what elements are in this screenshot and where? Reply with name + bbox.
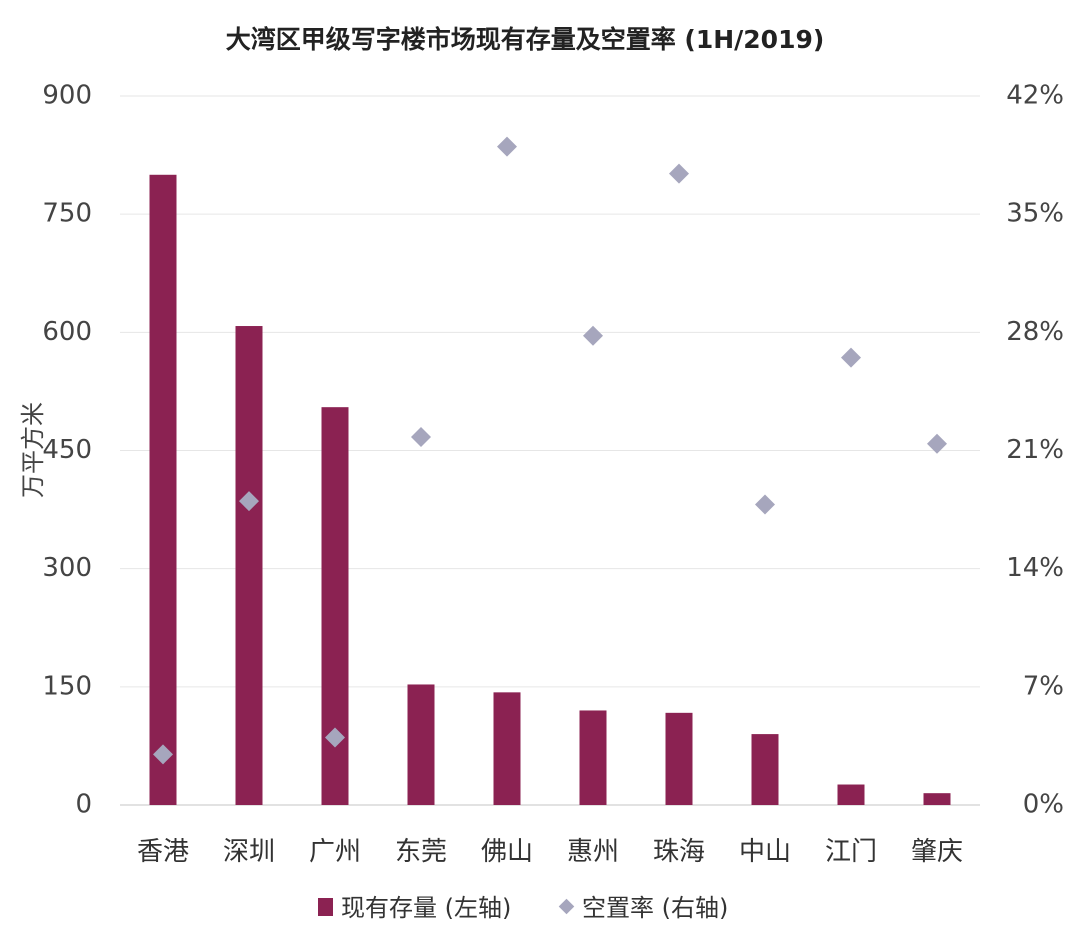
x-tick-label: 江门 xyxy=(825,837,877,867)
chart-title: 大湾区甲级写字楼市场现有存量及空置率 (1H/2019) xyxy=(226,25,825,54)
y2-tick-label: 0% xyxy=(1023,790,1064,820)
x-tick-label: 珠海 xyxy=(653,837,705,867)
y2-tick-label: 28% xyxy=(1006,317,1064,347)
bar xyxy=(235,326,263,805)
x-tick-label: 中山 xyxy=(739,837,791,867)
x-tick-label: 深圳 xyxy=(223,837,275,867)
y-axis-title: 万平方米 xyxy=(19,402,47,498)
bar xyxy=(751,734,779,805)
vacancy-point xyxy=(325,727,345,748)
y2-tick-label: 35% xyxy=(1006,199,1064,229)
vacancy-point xyxy=(411,426,431,447)
y2-tick-label: 21% xyxy=(1006,435,1064,465)
y-axis-right: 0% 7% 14% 21% 28% 35% 42% xyxy=(1006,81,1064,820)
bar xyxy=(493,692,521,805)
y2-tick-label: 7% xyxy=(1023,671,1064,701)
vacancy-point xyxy=(669,163,689,184)
bar xyxy=(837,784,865,805)
bar xyxy=(407,684,435,805)
x-axis: 香港 深圳 广州 东莞 佛山 惠州 珠海 中山 江门 肇庆 xyxy=(137,837,963,867)
vacancy-point xyxy=(583,325,603,346)
x-tick-label: 广州 xyxy=(309,837,361,867)
legend: 现有存量 (左轴) 空置率 (右轴) xyxy=(318,894,728,922)
bar xyxy=(665,712,693,805)
legend-bar-label: 现有存量 (左轴) xyxy=(341,894,511,922)
vacancy-point xyxy=(153,744,173,765)
bar xyxy=(149,174,177,805)
y-tick-label: 0 xyxy=(75,790,92,820)
x-tick-label: 香港 xyxy=(137,837,189,867)
y-axis-left: 0 150 300 450 600 750 900 xyxy=(42,81,92,820)
vacancy-point xyxy=(841,347,861,368)
y-tick-label: 150 xyxy=(42,671,92,701)
y-tick-label: 750 xyxy=(42,199,92,229)
x-tick-label: 佛山 xyxy=(481,837,533,867)
legend-diamond-label: 空置率 (右轴) xyxy=(582,894,728,922)
y-tick-label: 900 xyxy=(42,81,92,111)
x-tick-label: 惠州 xyxy=(567,837,619,867)
legend-diamond-swatch xyxy=(558,898,575,915)
y-tick-label: 300 xyxy=(42,553,92,583)
y-tick-label: 600 xyxy=(42,317,92,347)
vacancy-point xyxy=(239,491,259,512)
bar xyxy=(579,710,607,805)
x-tick-label: 东莞 xyxy=(395,837,447,867)
vacancy-point xyxy=(497,136,517,157)
vacancy-point xyxy=(927,433,947,454)
y-tick-label: 450 xyxy=(42,435,92,465)
y2-tick-label: 14% xyxy=(1006,553,1064,583)
vacancy-series xyxy=(153,136,947,765)
bar xyxy=(923,793,951,805)
bar-series xyxy=(149,174,951,805)
legend-bar-swatch xyxy=(318,898,333,916)
vacancy-point xyxy=(755,494,775,515)
y2-tick-label: 42% xyxy=(1006,81,1064,111)
gridlines xyxy=(120,95,980,806)
x-tick-label: 肇庆 xyxy=(911,837,963,867)
